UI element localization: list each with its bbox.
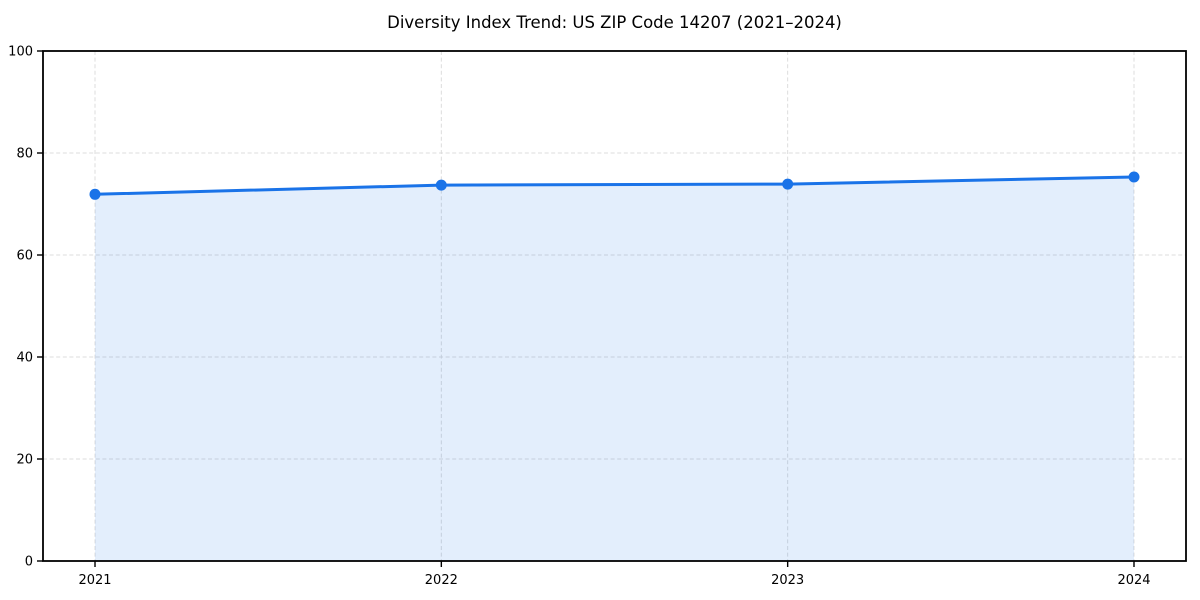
chart-title: Diversity Index Trend: US ZIP Code 14207…: [387, 13, 842, 32]
tick-label-layer: 0 20 40 60 80 100 2021 2022 2023 2024: [8, 45, 1150, 589]
tick-layer: [37, 50, 1135, 567]
y-tick-label: 20: [16, 453, 33, 468]
area-fill: [95, 177, 1134, 561]
x-tick-label: 2022: [425, 573, 458, 588]
trend-line: [93, 175, 1136, 196]
plot-frame: [42, 50, 1187, 562]
y-tick-label: 0: [25, 555, 33, 570]
data-point-marker: [1128, 171, 1140, 183]
x-tick-label: 2021: [78, 573, 111, 588]
data-point-marker: [782, 178, 794, 190]
data-point-marker: [435, 179, 447, 191]
y-tick-label: 80: [16, 147, 33, 162]
y-tick-label: 60: [16, 249, 33, 264]
y-tick-label: 40: [16, 351, 33, 366]
x-tick-label: 2023: [771, 573, 804, 588]
series-layer: [89, 171, 1140, 561]
y-tick-label: 100: [8, 45, 33, 60]
data-point-marker: [89, 188, 101, 200]
x-tick-label: 2024: [1117, 573, 1150, 588]
